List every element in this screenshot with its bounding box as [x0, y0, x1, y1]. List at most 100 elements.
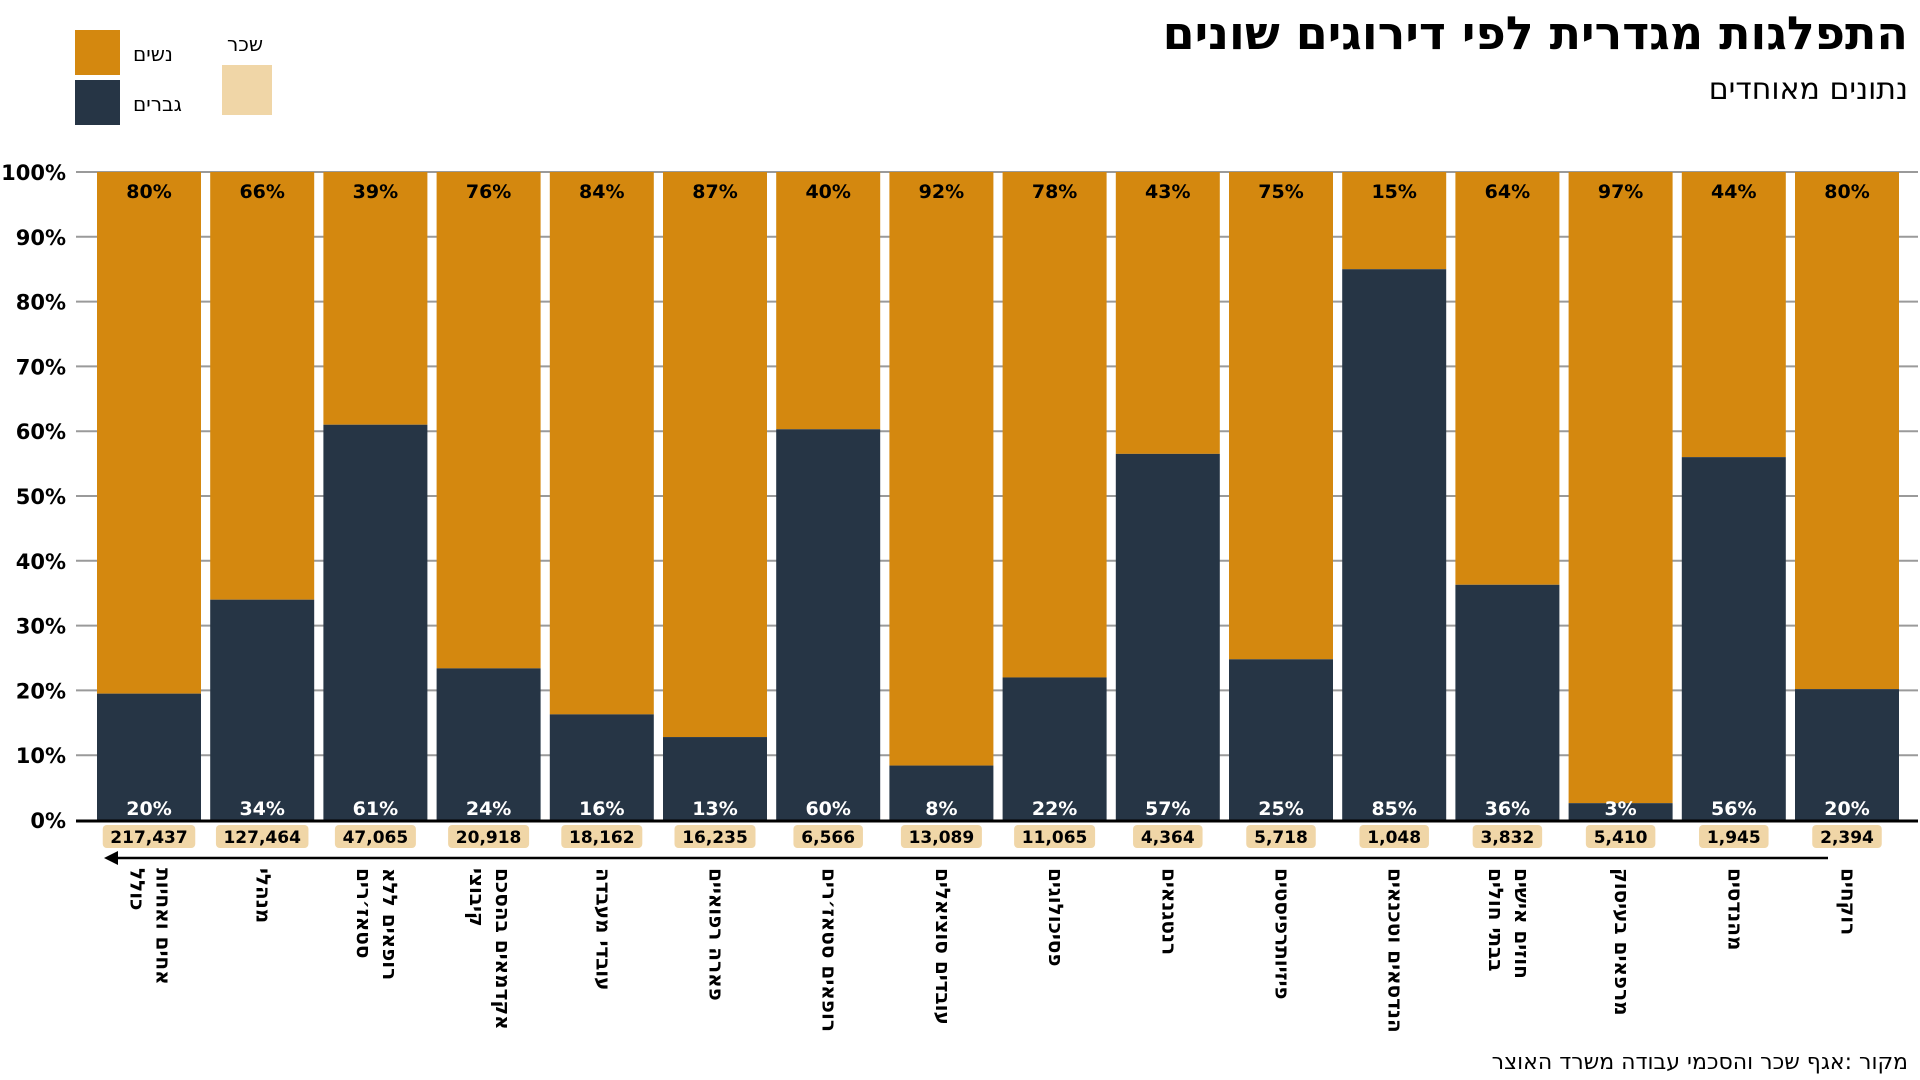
legend-label-men: גברים: [133, 92, 182, 116]
bar-women: [97, 172, 201, 694]
legend-swatch-salary: [222, 65, 272, 115]
y-tick-label: 10%: [16, 744, 66, 768]
category-label: בבתי חולים: [1484, 868, 1508, 971]
data-label-women: 87%: [692, 181, 737, 203]
y-tick-label: 60%: [16, 420, 66, 444]
bar-men: [1455, 584, 1560, 820]
category-label: אחים ואחיות: [152, 868, 176, 985]
salary-badge: [1133, 825, 1203, 848]
y-tick-label: 20%: [16, 679, 66, 703]
category-label: רנטגנאים: [1157, 868, 1181, 955]
data-label-men: 61%: [353, 798, 398, 820]
category-label: רופאים סטאז׳רים: [818, 868, 842, 1032]
data-label-women: 44%: [1711, 181, 1756, 203]
data-label-men: 34%: [239, 798, 284, 820]
bar-men: [1002, 677, 1107, 820]
salary-label: 6,566: [801, 828, 855, 848]
salary-label: 13,089: [909, 828, 975, 848]
salary-label: 2,394: [1820, 828, 1874, 848]
bar-women: [436, 172, 541, 669]
salary-label: 11,065: [1022, 828, 1088, 848]
salary-label: 5,718: [1254, 828, 1308, 848]
chart-plot: 0% 10% 20% 30% 40% 50% 60% 70% 80% 90% 100% 80% 20% 2…: [1, 161, 1918, 1033]
salary-badge: [674, 825, 756, 848]
data-label-women: 39%: [353, 181, 398, 203]
data-label-women: 75%: [1258, 181, 1303, 203]
chart-subtitle: נתונים מאוחדים: [1708, 72, 1908, 107]
bar-women: [1681, 172, 1786, 458]
bar-men: [97, 693, 201, 820]
legend-swatch-women: [75, 30, 120, 75]
bar-men: [1115, 453, 1220, 820]
category-label: כולל: [126, 868, 150, 910]
bar-women: [1229, 172, 1333, 660]
bar-women: [323, 172, 428, 425]
bar-women: [889, 172, 994, 766]
bar-women: [1568, 172, 1673, 804]
bar-men: [889, 765, 994, 820]
data-label-men: 16%: [579, 798, 624, 820]
salary-badge: [1472, 825, 1543, 848]
salary-badge: [215, 825, 309, 848]
category-label: עובדי מעבדה: [591, 868, 615, 990]
bar-men: [323, 424, 428, 820]
bar-men: [776, 429, 881, 820]
data-label-women: 80%: [1824, 181, 1869, 203]
category-label: מהנדסים: [1723, 868, 1747, 950]
data-label-men: 25%: [1258, 798, 1303, 820]
data-label-women: 80%: [126, 181, 171, 203]
salary-badge: [1812, 825, 1882, 848]
data-label-women: 84%: [579, 181, 624, 203]
salary-arrow-head: [104, 851, 118, 865]
y-tick-label: 80%: [16, 291, 66, 315]
salary-label: 20,918: [456, 828, 522, 848]
bar-women: [776, 172, 881, 430]
category-label: פסיכולוגים: [1044, 868, 1068, 967]
data-label-men: 13%: [692, 798, 737, 820]
data-label-women: 43%: [1145, 181, 1190, 203]
category-label: רופאים ללא: [378, 868, 402, 980]
category-label: פארה רפואיים: [705, 868, 729, 1001]
data-label-men: 57%: [1145, 798, 1190, 820]
bar-women: [549, 172, 654, 715]
bar-men: [549, 714, 654, 820]
data-label-men: 22%: [1032, 798, 1077, 820]
legend-swatch-men: [75, 80, 120, 125]
salary-label: 47,065: [343, 828, 409, 848]
data-label-men: 60%: [805, 798, 850, 820]
salary-label: 127,464: [223, 828, 301, 848]
salary-label: 3,832: [1481, 828, 1535, 848]
data-label-women: 97%: [1598, 181, 1643, 203]
data-label-men: 85%: [1371, 798, 1416, 820]
salary-badge: [1585, 825, 1656, 848]
salary-badge: [334, 825, 416, 848]
bar-men: [1681, 457, 1786, 820]
category-label: חוזים אישים: [1510, 868, 1534, 979]
bar-men: [1795, 689, 1899, 820]
bar-men: [1229, 659, 1333, 820]
salary-label: 18,162: [569, 828, 635, 848]
category-label: מנהלי: [252, 868, 276, 923]
category-label: סטאז׳רים: [352, 868, 376, 958]
salary-badge: [448, 825, 530, 848]
data-label-women: 66%: [239, 181, 284, 203]
category-label: קיבוצי: [465, 868, 489, 927]
salary-label: 1,945: [1707, 828, 1761, 848]
salary-label: 4,364: [1141, 828, 1195, 848]
data-label-men: 3%: [1604, 798, 1636, 820]
salary-badge: [793, 825, 863, 848]
bar-women: [663, 172, 767, 738]
salary-badge: [561, 825, 643, 848]
y-tick-label: 90%: [16, 226, 66, 250]
salary-badge: [102, 825, 196, 848]
category-label: הנדסאים וטכנאים: [1384, 868, 1408, 1033]
salary-label: 1,048: [1367, 828, 1421, 848]
y-tick-label: 50%: [16, 485, 66, 509]
salary-badge: [1699, 825, 1769, 848]
data-label-men: 36%: [1485, 798, 1530, 820]
category-label: רוקחים: [1837, 868, 1861, 935]
bar-women: [1115, 172, 1220, 454]
bar-men: [1568, 803, 1673, 820]
bar-men: [663, 737, 767, 820]
data-label-men: 56%: [1711, 798, 1756, 820]
